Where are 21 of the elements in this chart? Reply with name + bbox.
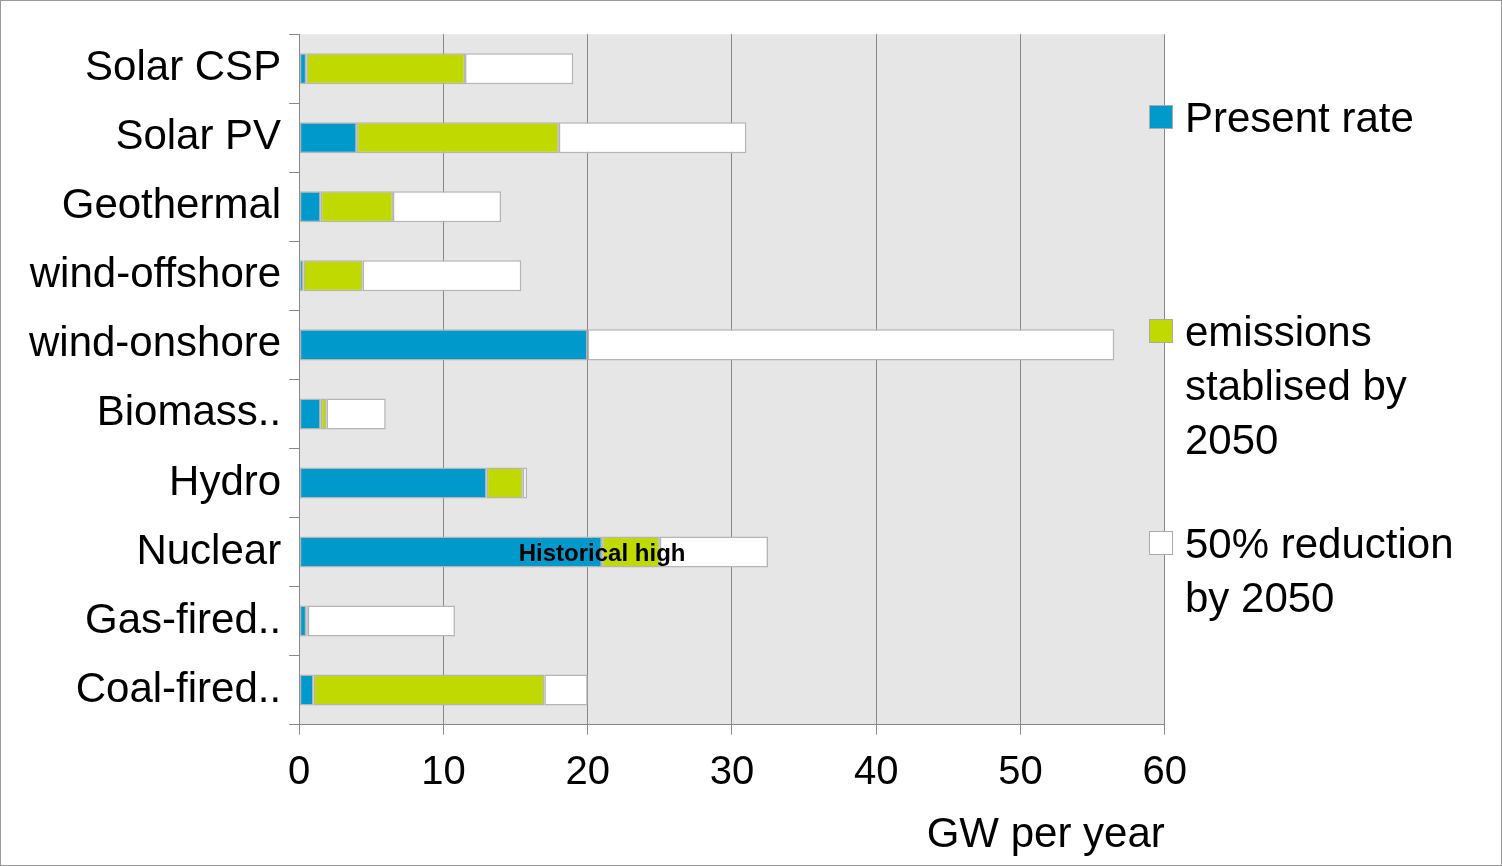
legend-label: Present rate (1185, 93, 1414, 143)
y-tick-label: wind-offshore (28, 249, 282, 297)
x-tick-label: 40 (853, 747, 899, 792)
legend-label: emissions stablised by 2050 (1185, 307, 1408, 465)
x-tick-label: 50 (998, 747, 1043, 792)
y-tick-label: Solar PV (115, 111, 282, 159)
x-tick-label: 10 (421, 747, 466, 792)
x-axis-title: GW per year (926, 809, 1165, 857)
x-tick-label: 0 (288, 747, 311, 792)
x-tick-label: 20 (565, 747, 610, 792)
y-tick-label: Hydro (169, 456, 282, 504)
x-tick-label: 30 (709, 747, 755, 792)
y-tick-label: Geothermal (61, 180, 282, 228)
y-tick-label: Coal-fired.. (75, 663, 282, 711)
y-tick-label: wind-onshore (27, 318, 282, 366)
legend-label: 50% reduction by 2050 (1185, 519, 1455, 623)
y-tick-label: Gas-fired.. (85, 594, 282, 642)
y-tick-label: Solar CSP (85, 42, 282, 90)
x-tick-label: 60 (1142, 747, 1187, 792)
y-tick-label: Nuclear (136, 525, 282, 573)
y-tick-label: Biomass.. (96, 387, 282, 435)
